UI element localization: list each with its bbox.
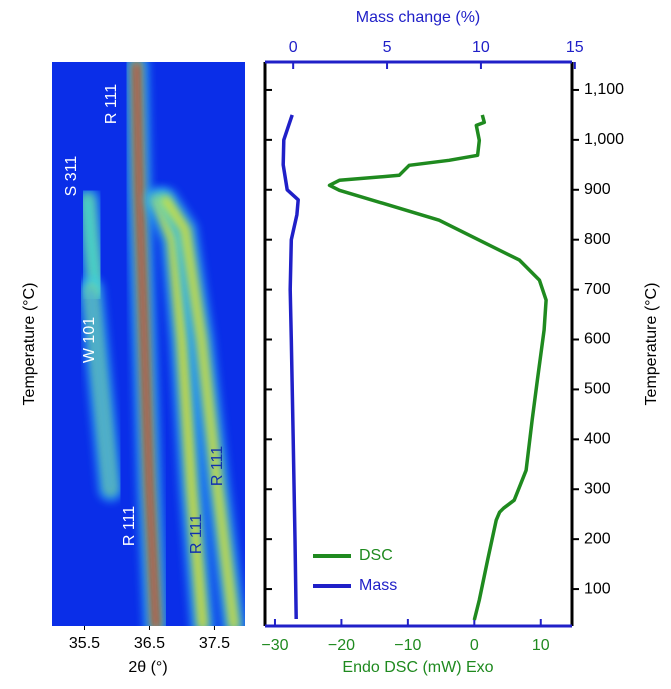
- x-axis-label: 2θ (°): [128, 659, 167, 676]
- x2-tick-label: 15: [566, 39, 584, 56]
- x-tick-label: 0: [470, 637, 479, 654]
- y-axis-label: Temperature (°C): [643, 283, 660, 406]
- x-tick-label: −20: [328, 637, 355, 654]
- x-axis-label: Endo DSC (mW) Exo: [342, 659, 493, 676]
- y-axis-label: Temperature (°C): [21, 283, 38, 406]
- y-tick-label: 100: [584, 580, 611, 597]
- x-tick-label: −10: [394, 637, 421, 654]
- x-tick-label: 35.5: [69, 635, 100, 652]
- ridge: [162, 196, 237, 626]
- annotation: R 111: [103, 84, 120, 124]
- ridge: [84, 196, 100, 293]
- series-line: [281, 114, 300, 620]
- annotation: W 101: [81, 317, 98, 363]
- x-tick-label: 10: [532, 637, 550, 654]
- y-tick-label: 1,000: [584, 131, 624, 148]
- x-tick-label: 36.5: [134, 635, 165, 652]
- x2-tick-label: 5: [383, 39, 392, 56]
- y-tick-label: 600: [584, 331, 611, 348]
- y-tick-label: 800: [584, 231, 611, 248]
- x2-tick-label: 0: [289, 39, 298, 56]
- y-tick-label: 400: [584, 431, 611, 448]
- heatmap-layer: [74, 62, 245, 626]
- ridge: [88, 286, 114, 493]
- annotation: R 111: [209, 446, 226, 486]
- y-tick-label: 300: [584, 480, 611, 497]
- legend-label: DSC: [359, 547, 393, 564]
- series-line: [327, 114, 548, 621]
- annotation: S 311: [63, 156, 80, 197]
- x2-tick-label: 10: [472, 39, 490, 56]
- y-tick-label: 700: [584, 281, 611, 298]
- ridge: [133, 62, 159, 626]
- annotation: R 111: [188, 514, 205, 554]
- x-tick-label: −30: [261, 637, 288, 654]
- y-tick-label: 200: [584, 530, 611, 547]
- legend-label: Mass: [359, 577, 397, 594]
- y-tick-label: 900: [584, 181, 611, 198]
- y-tick-label: 500: [584, 381, 611, 398]
- x2-axis-label: Mass change (%): [356, 9, 481, 26]
- y-tick-label: 1,100: [584, 81, 624, 98]
- annotation: R 111: [121, 506, 138, 546]
- x-tick-label: 37.5: [199, 635, 230, 652]
